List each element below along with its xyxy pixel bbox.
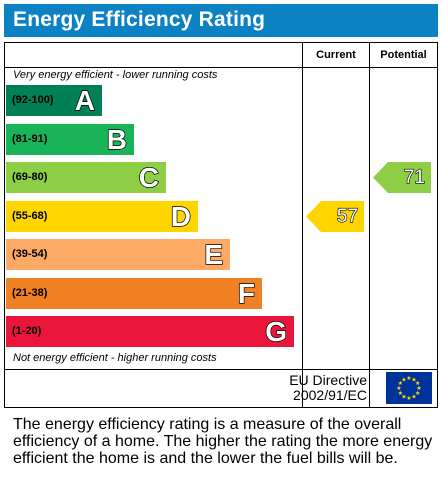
eu-star-icon: ★ [396,385,401,392]
eu-star-icon: ★ [406,375,411,382]
rating-chart: Current Potential Very energy efficient … [4,42,438,408]
band-range-d: (55-68) [12,210,48,222]
band-letter-c: C [138,161,160,193]
footer-description: The energy efficiency rating is a measur… [13,416,433,467]
footer-divider [5,369,437,370]
band-a: (92-100) A [6,84,102,117]
band-range-b: (81-91) [12,133,48,145]
band-d: (55-68) D [6,200,198,233]
eu-star-icon: ★ [401,376,406,383]
eu-star-icon: ★ [416,385,421,392]
eu-star-icon: ★ [398,390,403,397]
current-rating-arrow-shape [306,201,364,232]
eu-star-icon: ★ [406,395,411,402]
band-range-g: (1-20) [12,325,42,337]
eu-directive-line2: 2002/91/EC [293,387,367,403]
header-bar: Energy Efficiency Rating [4,4,438,37]
column-potential-header: Potential [380,49,427,61]
band-letter-e: E [204,238,224,270]
band-c: (69-80) C [6,161,166,194]
band-range-a: (92-100) [12,94,54,106]
eu-directive-line1: EU Directive [289,372,367,388]
column-current-header: Current [316,49,356,61]
eu-flag-icon: ★ ★ ★ ★ ★ ★ ★ ★ ★ ★ ★ ★ [386,372,432,404]
potential-rating-arrow: 71 [373,162,431,193]
chart-title: Energy Efficiency Rating [13,8,266,31]
band-range-e: (39-54) [12,248,48,260]
eu-star-icon: ★ [415,380,420,387]
divider-current [302,43,303,407]
bottom-note: Not energy efficient - higher running co… [13,352,217,364]
band-letter-a: A [74,84,96,116]
eu-star-icon: ★ [411,376,416,383]
eu-directive-text: EU Directive 2002/91/EC [289,373,367,403]
eu-star-icon: ★ [398,380,403,387]
band-g: (1-20) G [6,315,294,348]
band-letter-b: B [106,123,128,155]
band-b: (81-91) B [6,123,134,156]
band-letter-f: F [237,277,256,309]
divider-potential [369,43,370,407]
header-divider [5,67,437,68]
band-range-c: (69-80) [12,171,48,183]
eu-star-icon: ★ [415,390,420,397]
top-note: Very energy efficient - lower running co… [13,69,218,81]
current-rating-value: 57 [336,205,358,227]
eu-star-icon: ★ [401,394,406,401]
band-letter-d: D [170,200,192,232]
band-e: (39-54) E [6,238,230,271]
potential-rating-arrow-shape [373,162,431,193]
band-letter-g: G [265,315,288,347]
band-f: (21-38) F [6,277,262,310]
band-range-f: (21-38) [12,287,48,299]
potential-rating-value: 71 [403,166,425,188]
eu-star-icon: ★ [411,394,416,401]
current-rating-arrow: 57 [306,201,364,232]
